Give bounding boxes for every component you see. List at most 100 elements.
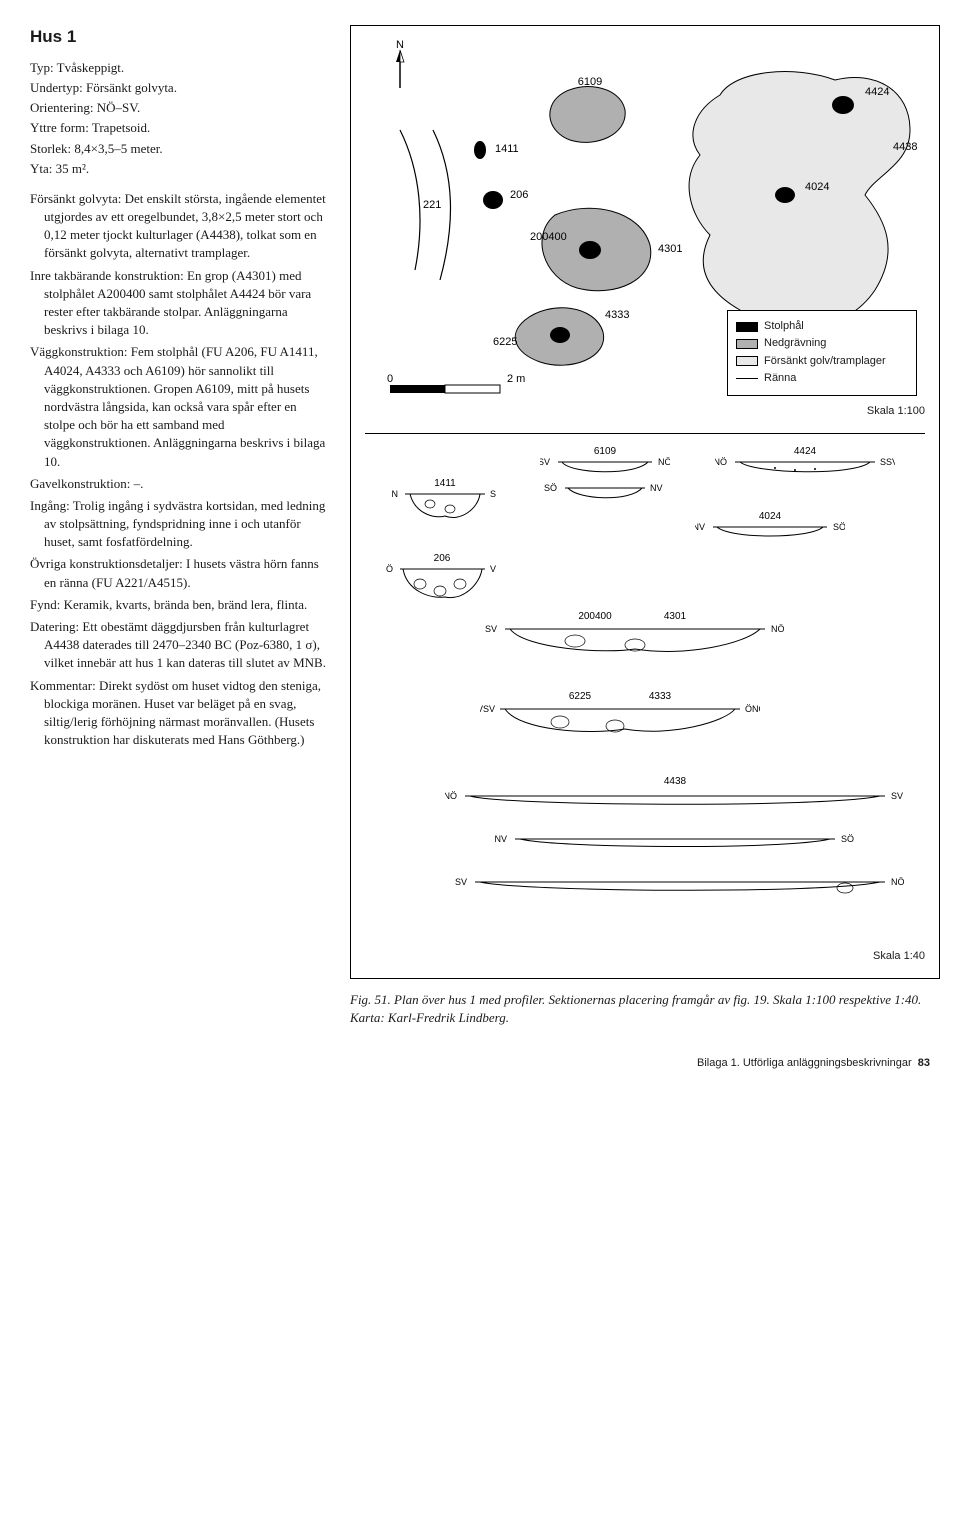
label-4438: 4438 [893,141,917,153]
profile-200400: 200400 4301 SV NÖ [485,609,785,664]
svg-text:4333: 4333 [649,691,672,702]
profile-4424: 4424 NNÖ SSV [715,444,895,489]
profile-6225: 6225 4333 VSV ÖNÖ [480,689,760,744]
label-6225: 6225 [493,336,517,348]
svg-text:4424: 4424 [794,446,817,457]
svg-text:Ö: Ö [386,564,393,574]
svg-text:N: N [392,489,399,499]
p-vagg: Väggkonstruktion: Fem stolphål (FU A206,… [30,343,330,470]
plan-view: N 6109 4424 4438 4024 [365,40,925,400]
p-inre: Inre takbärande konstruktion: En grop (A… [30,267,330,340]
svg-text:NV: NV [494,834,507,844]
swatch-pit [736,339,758,349]
feature-206 [483,191,503,209]
label-4424: 4424 [865,86,889,98]
label-4301: 4301 [658,243,682,255]
profile-206: 206 Ö V [385,549,500,609]
footer-page: 83 [918,1057,930,1069]
svg-text:4438: 4438 [664,776,687,787]
meta-yttre: Yttre form: Trapetsoid. [30,119,330,137]
legend-label-ranna: Ränna [764,371,796,386]
svg-text:SÖ: SÖ [833,522,845,532]
svg-text:4301: 4301 [664,611,687,622]
svg-text:NÖ: NÖ [891,877,905,887]
svg-text:V: V [490,564,496,574]
p-forsankt: Försänkt golvyta: Det enskilt största, i… [30,190,330,263]
scale-100: Skala 1:100 [365,404,925,419]
svg-text:SÖ: SÖ [841,834,854,844]
p-ovriga: Övriga konstruktionsdetaljer: I husets v… [30,555,330,591]
scalebar-zero: 0 [387,373,393,385]
svg-text:6109: 6109 [594,446,617,457]
svg-text:VSV: VSV [480,704,495,714]
legend-label-nedgravning: Nedgrävning [764,336,826,351]
north-label: N [396,40,404,51]
meta-undertyp: Undertyp: Försänkt golvyta. [30,79,330,97]
profile-1411: 1411 N S [390,474,500,529]
svg-text:S: S [490,489,496,499]
label-4024: 4024 [805,181,829,193]
legend-row-stolphal: Stolphål [736,319,908,334]
svg-text:SV: SV [485,624,497,634]
swatch-posthole [736,322,758,332]
meta-block: Typ: Tvåskeppigt. Undertyp: Försänkt gol… [30,59,330,178]
page-footer: Bilaga 1. Utförliga anläggningsbeskrivni… [30,1056,930,1071]
figure-box: N 6109 4424 4438 4024 [350,25,940,979]
feature-1411 [474,141,486,159]
profile-4438: 4438 NÖ SV NV SÖ SV NÖ [445,774,905,934]
feature-6109 [550,87,625,143]
svg-text:NV: NV [695,522,705,532]
p-ingang: Ingång: Trolig ingång i sydvästra kortsi… [30,497,330,552]
feature-4424 [832,96,854,114]
svg-text:1411: 1411 [434,478,456,489]
svg-text:NÖ: NÖ [445,791,457,801]
body-block: Försänkt golvyta: Det enskilt största, i… [30,190,330,749]
legend-label-forsankt: Försänkt golv/tramplager [764,354,886,369]
legend-row-ranna: Ränna [736,371,908,386]
meta-yta: Yta: 35 m². [30,160,330,178]
text-column: Hus 1 Typ: Tvåskeppigt. Undertyp: Försän… [30,25,330,1026]
feature-4333 [550,327,570,343]
svg-text:ÖNÖ: ÖNÖ [745,704,760,714]
meta-orientering: Orientering: NÖ–SV. [30,99,330,117]
label-6109: 6109 [578,76,602,88]
legend: Stolphål Nedgrävning Försänkt golv/tramp… [727,310,917,396]
profiles-area: 1411 N S 206 Ö V [365,444,925,964]
svg-text:6225: 6225 [569,691,592,702]
legend-row-forsankt: Försänkt golv/tramplager [736,354,908,369]
svg-text:SV: SV [891,791,903,801]
label-200400: 200400 [530,231,567,243]
label-206: 206 [510,189,528,201]
swatch-line [736,378,758,379]
heading-hus1: Hus 1 [30,25,330,49]
scale-40: Skala 1:40 [873,949,925,964]
label-4333: 4333 [605,309,629,321]
label-1411: 1411 [495,143,519,155]
legend-label-stolphal: Stolphål [764,319,804,334]
svg-text:NÖ: NÖ [658,457,670,467]
legend-row-nedgravning: Nedgrävning [736,336,908,351]
meta-storlek: Storlek: 8,4×3,5–5 meter. [30,140,330,158]
svg-text:SV: SV [455,877,467,887]
svg-text:NV: NV [650,483,663,493]
figure-caption: Fig. 51. Plan över hus 1 med profiler. S… [350,991,940,1026]
meta-typ: Typ: Tvåskeppigt. [30,59,330,77]
p-kommentar: Kommentar: Direkt sydöst om huset vidtog… [30,677,330,750]
profile-4024: 4024 NV SÖ [695,509,845,549]
label-221: 221 [423,199,441,211]
svg-text:NÖ: NÖ [771,624,785,634]
swatch-floor [736,356,758,366]
p-datering: Datering: Ett obestämt däggdjursben från… [30,618,330,673]
p-fynd: Fynd: Keramik, kvarts, brända ben, bränd… [30,596,330,614]
profile-6109: 6109 SV NÖ SÖ NV [540,444,670,514]
svg-text:4024: 4024 [759,511,782,522]
svg-text:SÖ: SÖ [544,483,557,493]
scalebar: 0 2 m [387,373,525,393]
svg-text:SSV: SSV [880,457,895,467]
north-arrow-icon: N [396,40,404,88]
divider [365,433,925,434]
feature-4438 [689,72,910,327]
svg-text:200400: 200400 [578,611,612,622]
svg-text:SV: SV [540,457,550,467]
feature-200400 [579,241,601,259]
